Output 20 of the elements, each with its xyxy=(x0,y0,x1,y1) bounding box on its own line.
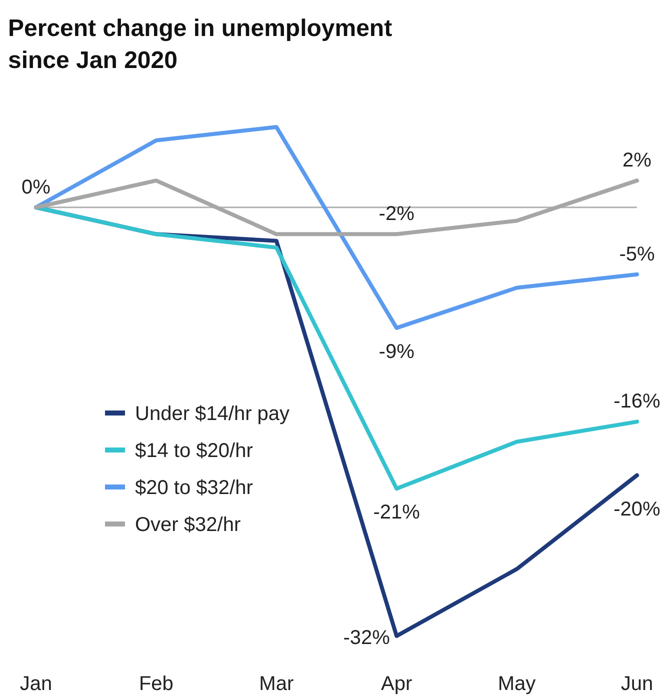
data-label: -9% xyxy=(378,340,415,363)
legend-label: $14 to $20/hr xyxy=(135,440,254,462)
x-tick-label: Jan xyxy=(20,673,52,695)
x-tick-label: Jun xyxy=(620,673,654,695)
legend-label: $20 to $32/hr xyxy=(135,477,254,499)
data-label: 2% xyxy=(622,150,652,172)
data-label: -21% xyxy=(373,502,420,524)
legend-label: Under $14/hr pay xyxy=(135,403,290,425)
x-tick-label: Mar xyxy=(259,673,294,695)
data-label: -5% xyxy=(619,243,655,266)
x-tick-label: Apr xyxy=(381,673,412,695)
data-label: -32% xyxy=(343,627,390,649)
data-label: 0% xyxy=(22,176,51,198)
data-label: -2% xyxy=(378,203,415,226)
legend-label: Over $32/hr xyxy=(135,514,241,536)
data-label: -20% xyxy=(614,498,661,520)
x-tick-label: Feb xyxy=(138,673,174,695)
chart-title: Percent change in unemployment since Jan 2020 xyxy=(8,15,392,74)
x-tick-label: May xyxy=(498,673,536,695)
data-label: -16% xyxy=(614,390,661,413)
